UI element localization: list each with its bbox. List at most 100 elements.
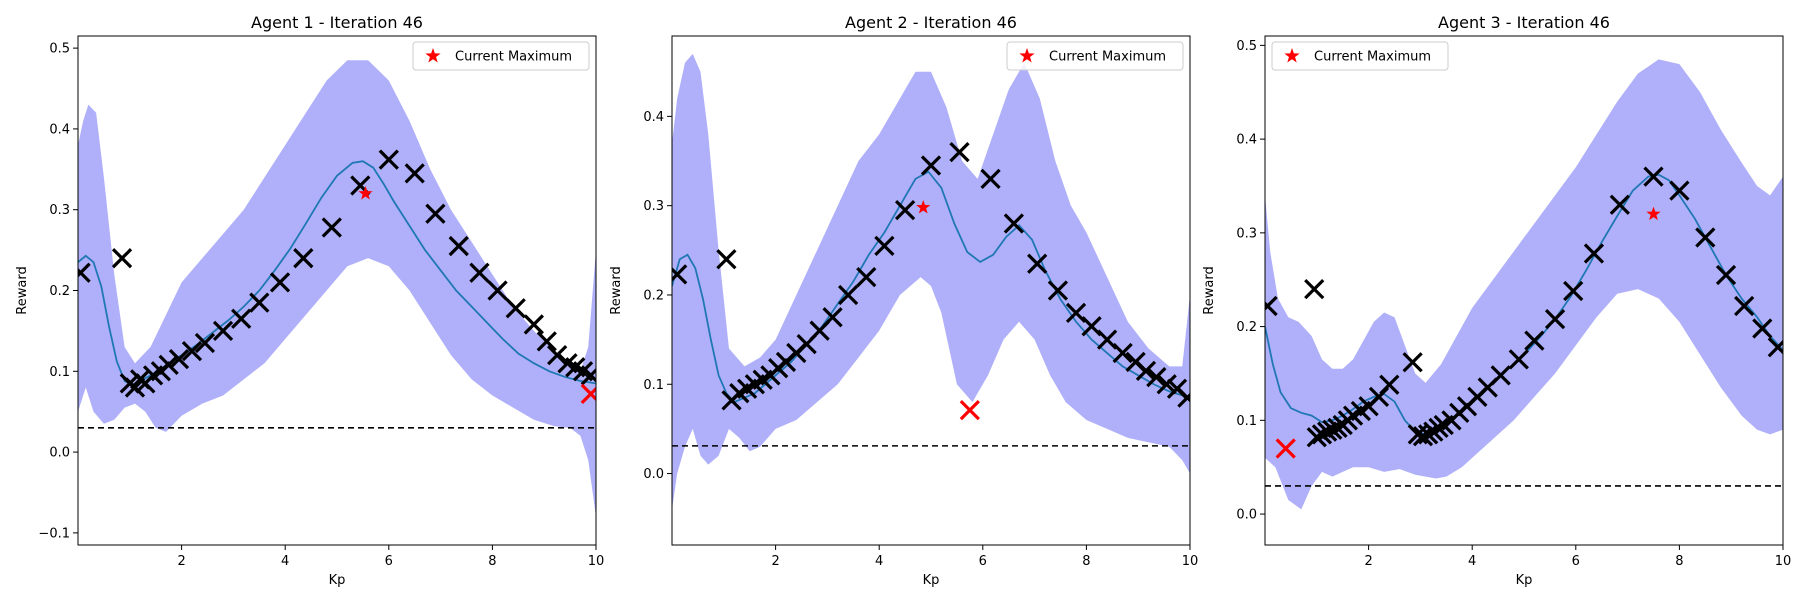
x-tick-label: 6 <box>385 554 393 569</box>
sample-marker <box>547 345 568 366</box>
y-tick-label: 0.0 <box>1236 508 1257 523</box>
sample-marker <box>469 262 490 283</box>
sample-marker <box>1715 264 1737 286</box>
x-tick-label: 10 <box>1775 554 1792 569</box>
x-tick-label: 6 <box>1572 554 1580 569</box>
y-tick-label: 0.2 <box>49 284 70 299</box>
legend-label: Current Maximum <box>1049 50 1166 65</box>
legend: Current Maximum <box>1006 41 1184 71</box>
sample-marker <box>856 266 877 288</box>
chart-panel-2: 2 4 6 8 10 0.0 0.1 0.2 0.3 0.4 Agent 2 - Iteration… <box>609 13 1198 588</box>
x-tick-label: 8 <box>1675 554 1683 569</box>
y-tick-label: 0.3 <box>1236 226 1257 241</box>
sample-marker <box>293 248 314 269</box>
sample-marker <box>1177 387 1190 408</box>
current-sample-marker <box>580 383 596 405</box>
y-tick-label: 0.3 <box>49 203 70 218</box>
legend-star-icon <box>1284 48 1300 63</box>
sample-marker <box>1047 280 1069 301</box>
sample-marker <box>920 155 942 176</box>
x-tick-label: 8 <box>1082 554 1090 569</box>
axes-frame <box>671 35 1191 546</box>
y-tick-label: 0.5 <box>1236 39 1257 54</box>
sample-marker <box>1146 366 1167 388</box>
y-tick-label: 0.4 <box>1236 133 1257 148</box>
y-tick-label: 0.0 <box>643 467 664 482</box>
sample-marker <box>1003 213 1025 234</box>
sample-marker <box>1327 417 1348 438</box>
x-tick-label: 10 <box>1182 554 1199 569</box>
sample-marker <box>404 163 425 184</box>
sample-marker <box>1322 419 1343 440</box>
y-axis-label: Reward <box>1202 266 1217 314</box>
sample-marker <box>716 249 737 270</box>
sample-marker <box>378 149 399 170</box>
y-tick-label: 0.2 <box>643 288 664 303</box>
y-axis-label: Reward <box>15 266 30 314</box>
chart-title: Agent 3 - Iteration 46 <box>1438 13 1610 32</box>
y-tick-label: 0.1 <box>49 365 70 380</box>
x-tick-label: 4 <box>281 554 289 569</box>
y-tick-label: 0.1 <box>643 378 664 393</box>
y-tick-label: 0.0 <box>49 446 70 461</box>
sample-marker <box>212 320 234 342</box>
sample-marker <box>487 280 508 301</box>
y-axis-label: Reward <box>609 266 624 314</box>
chart-panel-1: 2 4 6 8 10 −0.1 0.0 0.1 0.2 0.3 0.4 0.5 Agent 1 - It… <box>15 13 604 588</box>
sample-marker <box>181 340 203 362</box>
sample-marker <box>194 332 216 354</box>
chart-title: Agent 2 - Iteration 46 <box>845 13 1017 32</box>
legend-box <box>412 41 590 71</box>
sample-marker <box>837 284 859 306</box>
x-axis-label: Kp <box>1516 573 1533 588</box>
y-tick-label: 0.1 <box>1236 414 1257 429</box>
x-tick-label: 4 <box>1468 554 1476 569</box>
sample-marker <box>1508 349 1529 370</box>
sample-marker <box>1563 280 1584 302</box>
sample-marker <box>1135 360 1157 381</box>
x-tick-label: 4 <box>875 554 883 569</box>
sample-marker <box>321 217 342 238</box>
y-tick-label: 0.5 <box>49 42 70 57</box>
sample-marker <box>1544 308 1566 330</box>
sample-marker <box>894 200 916 221</box>
y-tick-label: 0.4 <box>49 122 70 137</box>
y-tick-label: 0.3 <box>643 199 664 214</box>
sample-marker <box>1304 278 1325 300</box>
x-tick-label: 2 <box>1364 554 1372 569</box>
x-tick-label: 2 <box>771 554 779 569</box>
sample-marker <box>1643 166 1664 187</box>
legend-box <box>1271 41 1449 71</box>
x-tick-label: 2 <box>177 554 185 569</box>
sample-marker <box>1609 194 1630 215</box>
y-tick-label: −0.1 <box>38 526 70 541</box>
sample-marker <box>580 365 596 386</box>
sample-marker <box>672 264 688 285</box>
x-tick-label: 6 <box>979 554 987 569</box>
y-tick-label: 0.2 <box>1236 320 1257 335</box>
sample-marker <box>1524 330 1545 351</box>
sample-marker <box>1490 365 1511 386</box>
legend-star-icon <box>1019 48 1035 63</box>
current-maximum-star <box>358 186 373 200</box>
sample-marker <box>505 298 526 319</box>
sample-marker <box>1428 417 1449 438</box>
sample-marker <box>1412 426 1434 447</box>
plot-area <box>672 53 1190 510</box>
current-maximum-star <box>1646 206 1661 221</box>
x-tick-label: 10 <box>588 554 605 569</box>
sample-marker <box>1583 243 1605 264</box>
legend-star-icon <box>425 48 441 63</box>
sample-marker <box>1669 180 1690 201</box>
sample-marker <box>1418 424 1439 445</box>
sample-marker <box>949 141 970 163</box>
current-maximum-star <box>916 199 931 214</box>
x-axis-label: Kp <box>923 573 940 588</box>
current-sample-marker <box>959 400 980 421</box>
sample-marker <box>1027 253 1048 274</box>
x-tick-label: 8 <box>488 554 496 569</box>
sample-marker <box>1752 318 1773 339</box>
confidence-band <box>1265 59 1783 510</box>
confidence-band <box>672 53 1190 510</box>
